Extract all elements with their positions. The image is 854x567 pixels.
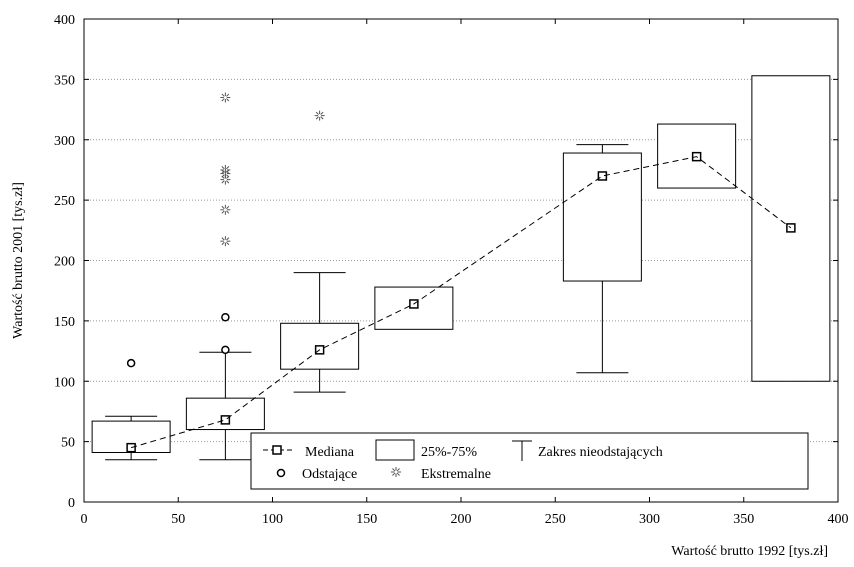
extreme-point [314,110,325,121]
extreme-point-ray [221,205,225,210]
y-axis-title: Wartość brutto 2001 [tys.zł] [11,182,26,339]
extreme-point-ray [320,116,324,120]
extreme-point-ray [226,166,230,170]
x-axis-title: Wartość brutto 1992 [tys.zł] [671,544,828,559]
y-tick-label: 300 [54,134,75,149]
extreme-point-ray [221,180,225,184]
x-tick-label: 250 [545,512,566,527]
extreme-point-ray [226,205,230,210]
extreme-point-ray [226,170,230,174]
legend-outlier-label: Odstające [302,467,357,482]
extreme-point-ray [221,210,225,214]
legend-frame [250,432,809,490]
extreme-point-ray [226,93,230,97]
legend-box-symbol [375,439,415,461]
y-tick-label: 200 [54,255,75,270]
y-tick-label: 350 [54,73,75,88]
y-tick-label: 0 [68,496,75,511]
median-marker [597,171,608,181]
legend: Mediana 25%-75% Zakres nieodstających Od… [250,432,809,490]
legend-whisker-label: Zakres nieodstających [538,445,663,460]
legend-extreme-marker [391,467,401,477]
y-tick-label: 100 [54,375,75,390]
extreme-point-ray [226,174,230,178]
extreme-point-ray [221,241,225,246]
extreme-point-ray [315,116,319,120]
extreme-point-ray [396,472,400,476]
x-tick-label: 50 [171,512,185,527]
axis-ticks: 0 50 100 150 200 250 300 350 400 0 50 100 150 200 250 3… [54,13,849,527]
extreme-point-ray [221,170,225,174]
box-group [91,415,171,461]
extreme-point [220,92,231,103]
y-tick-label: 400 [54,13,75,28]
box-series [91,75,831,461]
outlier-point [221,313,230,322]
box-group [657,123,737,189]
extreme-point [220,204,231,215]
extreme-point-ray [315,111,319,115]
extreme-point-ray [320,111,324,115]
x-tick-label: 300 [639,512,660,527]
legend-median-marker [272,445,282,455]
y-tick-label: 50 [61,436,75,451]
x-tick-label: 0 [81,512,88,527]
median-trend-line [130,156,792,449]
extreme-point-ray [392,472,396,476]
box-group [562,144,642,374]
median-marker [220,415,231,425]
outlier-point [126,358,136,368]
legend-whisker-symbol [512,440,532,461]
x-tick-label: 400 [828,512,849,527]
x-tick-label: 150 [356,512,377,527]
extreme-point-ray [226,241,230,246]
iqr-box [185,397,265,431]
legend-median-label: Mediana [305,445,355,460]
x-tick-label: 350 [733,512,754,527]
extreme-point-ray [226,180,230,184]
extreme-point [220,164,231,175]
y-tick-label: 150 [54,315,75,330]
extreme-point-ray [221,93,225,97]
extreme-point-ray [392,468,396,472]
legend-outlier-marker [276,468,286,478]
outlier-points [126,92,325,368]
extreme-point-ray [226,237,230,241]
x-tick-label: 100 [262,512,283,527]
y-tick-label: 250 [54,194,75,209]
x-tick-label: 200 [451,512,472,527]
legend-median-symbol [263,445,292,455]
legend-extreme-label: Ekstremalne [421,467,491,482]
extreme-point-ray [226,98,230,102]
legend-extreme-symbol [391,467,401,477]
box-group [751,75,831,382]
extreme-point-ray [221,174,225,178]
extreme-point-ray [221,166,225,170]
box-group [280,272,360,393]
box-group [374,286,454,330]
outlier-point [221,345,230,355]
extreme-point-ray [226,210,230,214]
extreme-point [220,236,231,247]
extreme-point-ray [396,468,400,472]
legend-box-label: 25%-75% [421,445,477,460]
median-connection-line [130,156,792,449]
legend-box-rect [375,439,415,461]
legend-outlier-symbol [276,468,286,478]
box-group [185,351,265,461]
extreme-point-ray [221,98,225,102]
extreme-point-ray [221,237,225,241]
